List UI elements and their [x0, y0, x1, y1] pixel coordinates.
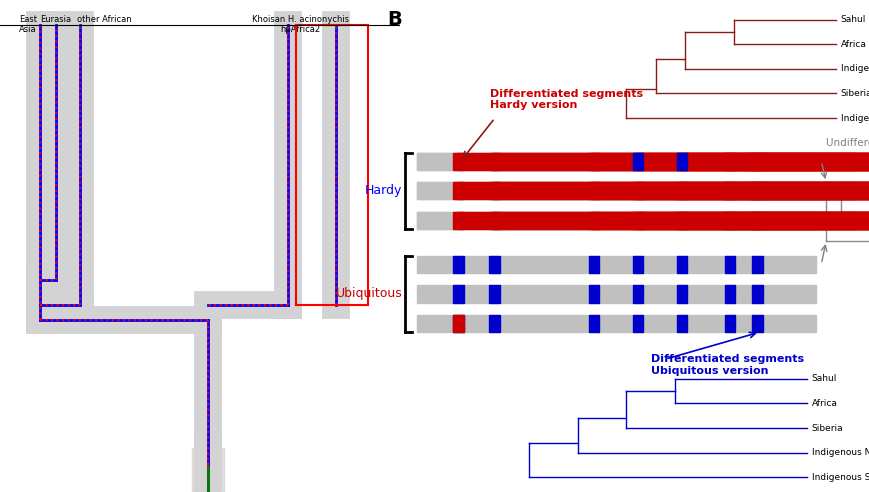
Text: Siberia: Siberia: [811, 424, 842, 432]
Bar: [636, 212, 869, 229]
Bar: [752, 315, 762, 332]
Bar: [724, 285, 734, 303]
Bar: [416, 182, 815, 199]
Bar: [724, 212, 734, 229]
Text: Sahul: Sahul: [839, 15, 866, 24]
Text: other African: other African: [76, 15, 131, 24]
Bar: [453, 212, 463, 229]
Bar: [592, 212, 869, 229]
Bar: [492, 153, 869, 170]
Bar: [724, 153, 734, 170]
Bar: [747, 182, 869, 199]
Text: East
Asia: East Asia: [19, 15, 37, 34]
Bar: [676, 182, 687, 199]
Bar: [676, 315, 687, 332]
Bar: [724, 182, 734, 199]
Bar: [416, 153, 815, 170]
Bar: [453, 285, 463, 303]
Bar: [632, 256, 642, 273]
Bar: [588, 285, 599, 303]
Bar: [456, 153, 855, 170]
Text: Differentiated segments
Hardy version: Differentiated segments Hardy version: [489, 89, 642, 110]
Text: Indigenous SAmerica: Indigenous SAmerica: [839, 64, 869, 73]
Text: B: B: [388, 10, 402, 29]
Bar: [588, 182, 599, 199]
Bar: [453, 256, 463, 273]
Text: Ubiquitous: Ubiquitous: [335, 287, 401, 301]
Bar: [632, 182, 642, 199]
Bar: [724, 153, 869, 170]
Bar: [724, 182, 869, 199]
Bar: [453, 315, 463, 332]
Bar: [416, 315, 815, 332]
Bar: [416, 212, 815, 229]
Bar: [752, 256, 762, 273]
Bar: [588, 153, 599, 170]
Text: Africa: Africa: [811, 399, 837, 408]
Bar: [752, 212, 762, 229]
Bar: [416, 182, 815, 199]
Bar: [453, 153, 463, 170]
Bar: [680, 212, 869, 229]
Bar: [588, 212, 599, 229]
Bar: [752, 182, 762, 199]
Bar: [636, 153, 869, 170]
Bar: [632, 285, 642, 303]
Bar: [724, 315, 734, 332]
Bar: [632, 315, 642, 332]
Bar: [416, 256, 815, 273]
Bar: [747, 212, 869, 229]
Bar: [492, 212, 869, 229]
Bar: [416, 285, 815, 303]
Bar: [488, 212, 499, 229]
Bar: [592, 182, 869, 199]
Bar: [416, 212, 815, 229]
Bar: [632, 153, 642, 170]
Bar: [588, 315, 599, 332]
Bar: [747, 153, 869, 170]
Bar: [453, 315, 463, 332]
Bar: [676, 212, 687, 229]
Text: Africa: Africa: [839, 40, 866, 49]
Bar: [416, 153, 815, 170]
Bar: [492, 182, 869, 199]
Bar: [752, 153, 762, 170]
Text: Differentiated segments
Ubiquitous version: Differentiated segments Ubiquitous versi…: [650, 354, 803, 376]
Bar: [488, 315, 499, 332]
Bar: [752, 285, 762, 303]
Bar: [456, 182, 855, 199]
Text: Undifferentiated seg: Undifferentiated seg: [826, 138, 869, 148]
Bar: [488, 153, 499, 170]
Text: Sahul: Sahul: [811, 374, 836, 383]
Text: Indigenous NAmerica: Indigenous NAmerica: [839, 114, 869, 123]
Bar: [456, 212, 855, 229]
Bar: [676, 153, 687, 170]
Bar: [453, 182, 463, 199]
Bar: [676, 153, 687, 170]
Bar: [488, 285, 499, 303]
Bar: [676, 285, 687, 303]
Bar: [588, 256, 599, 273]
Text: Eurasia: Eurasia: [41, 15, 71, 24]
Bar: [724, 212, 869, 229]
Bar: [636, 182, 869, 199]
Bar: [488, 182, 499, 199]
Text: Khoisan H. acinonychis
hpAfrica2: Khoisan H. acinonychis hpAfrica2: [251, 15, 348, 34]
Text: Indigenous NAmerica: Indigenous NAmerica: [811, 448, 869, 457]
Text: Hardy: Hardy: [364, 184, 401, 197]
Bar: [680, 153, 869, 170]
Bar: [592, 153, 869, 170]
Bar: [680, 182, 869, 199]
Text: Siberia: Siberia: [839, 89, 869, 98]
Bar: [488, 256, 499, 273]
Bar: [724, 256, 734, 273]
Text: Indigenous SAmerica: Indigenous SAmerica: [811, 473, 869, 482]
Bar: [676, 256, 687, 273]
Bar: [632, 212, 642, 229]
Bar: [632, 153, 642, 170]
